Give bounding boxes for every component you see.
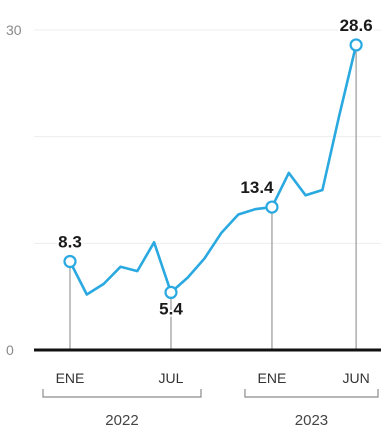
data-point xyxy=(101,281,107,287)
data-label: 5.4 xyxy=(159,299,183,318)
point-marker xyxy=(164,285,178,299)
data-point xyxy=(303,192,309,198)
data-labels: 8.3 5.4 13.4 28.6 xyxy=(56,14,374,320)
year-label: 2023 xyxy=(295,412,328,429)
data-point xyxy=(235,212,241,218)
x-tick-label: ENE xyxy=(258,370,287,386)
y-tick-label: 30 xyxy=(6,22,22,38)
x-axis: ENE JUL ENE JUN xyxy=(34,348,381,386)
data-series xyxy=(68,43,358,298)
series-line xyxy=(68,43,358,296)
data-point xyxy=(185,274,191,280)
data-point xyxy=(252,206,258,212)
x-tick-label: JUN xyxy=(342,370,369,386)
data-label: 8.3 xyxy=(58,232,82,251)
x-tick-label: JUL xyxy=(159,370,184,386)
data-point xyxy=(84,292,90,298)
year-groups: 2022 2023 xyxy=(42,389,379,429)
data-point xyxy=(286,170,292,176)
grid-lines xyxy=(34,29,381,244)
data-label: 13.4 xyxy=(240,178,274,197)
point-marker xyxy=(63,254,77,269)
data-point xyxy=(336,112,342,118)
data-label: 28.6 xyxy=(340,16,373,35)
point-marker xyxy=(349,38,363,52)
year-bracket xyxy=(42,389,202,398)
year-bracket xyxy=(244,389,379,398)
point-marker xyxy=(265,200,279,214)
y-axis: 0 30 xyxy=(6,22,22,358)
y-tick-label: 0 xyxy=(6,342,14,358)
year-label: 2022 xyxy=(105,412,138,429)
data-point xyxy=(319,187,325,193)
data-point xyxy=(202,255,208,261)
x-tick-label: ENE xyxy=(56,370,85,386)
data-point xyxy=(218,230,224,236)
drop-lines xyxy=(69,44,357,350)
data-point xyxy=(117,264,123,270)
data-point xyxy=(134,268,140,274)
data-point xyxy=(151,239,157,245)
